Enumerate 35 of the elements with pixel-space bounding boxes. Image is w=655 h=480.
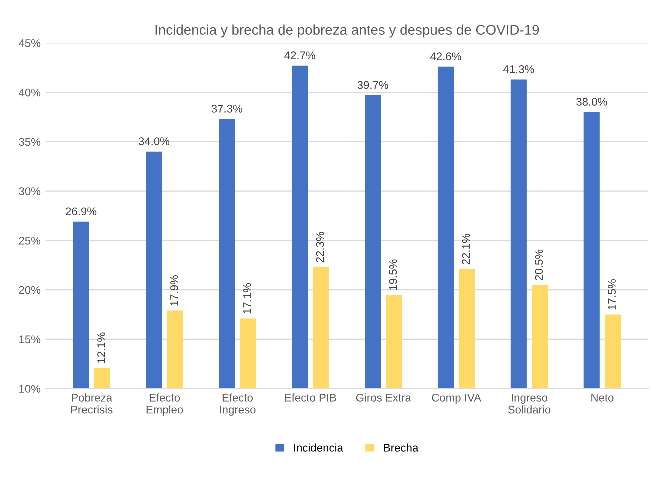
x-tick-label: Comp IVA (432, 394, 482, 404)
data-label: 22.1% (462, 234, 470, 265)
y-tick-label: 25% (19, 236, 41, 245)
x-tick-label: Efecto Ingreso (220, 394, 256, 416)
chart-title: Incidencia y brecha de pobreza antes y despues de COVID-19 (156, 24, 540, 38)
y-tick-label: 30% (19, 188, 41, 196)
y-tick-label: 15% (20, 336, 41, 344)
data-label: 37.3% (212, 105, 243, 113)
data-label: 34.0% (138, 138, 170, 146)
data-label: 42.6% (430, 52, 462, 61)
data-label: 41.3% (503, 66, 534, 74)
y-tick-label: 45% (19, 40, 41, 48)
data-label: 42.7% (284, 52, 316, 60)
x-tick-label: Pobreza Precrisis (71, 394, 113, 414)
data-label: 17.5% (608, 279, 616, 310)
data-label: 19.5% (389, 260, 398, 290)
data-label: 26.9% (66, 208, 97, 216)
y-tick-label: 35% (19, 138, 41, 146)
y-tick-label: 40% (19, 88, 41, 97)
data-label: 39.7% (358, 81, 388, 90)
x-tick-label: Giros Extra (356, 394, 412, 402)
y-tick-label: 20% (19, 286, 41, 294)
data-label: 38.0% (576, 98, 608, 106)
data-label: 17.9% (170, 276, 178, 306)
x-tick-label: Efecto Empleo (146, 394, 184, 416)
data-label: 17.1% (243, 283, 252, 314)
x-tick-label: Neto (592, 394, 614, 402)
x-tick-label: Ingreso Solidario (508, 394, 551, 414)
y-tick-label: 10% (20, 385, 41, 393)
x-tick-label: Efecto PIB (285, 394, 336, 402)
data-label: 20.5% (535, 250, 544, 280)
legend-label: Incidencia (294, 444, 344, 452)
data-label: 12.1% (98, 332, 106, 364)
data-label: 22.3% (316, 232, 324, 263)
legend-label: Brecha (384, 444, 419, 452)
